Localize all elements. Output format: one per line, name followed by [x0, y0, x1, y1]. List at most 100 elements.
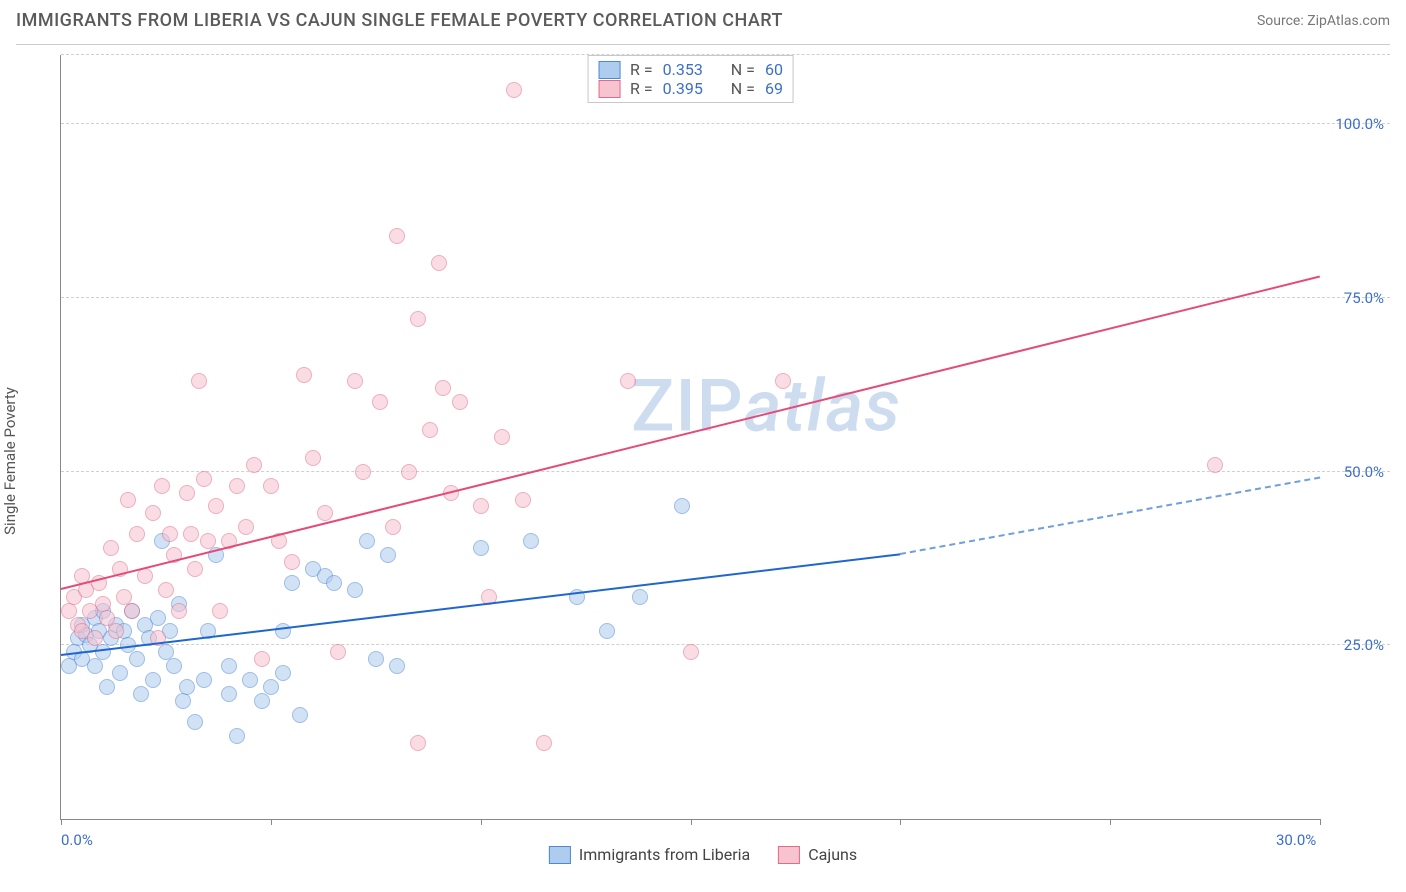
data-point-cajuns [124, 603, 140, 619]
r-label: R = [630, 60, 653, 79]
data-point-cajuns [536, 735, 552, 751]
data-point-cajuns [1207, 457, 1223, 473]
data-point-liberia [275, 665, 291, 681]
x-tick [1320, 819, 1321, 825]
data-point-cajuns [620, 373, 636, 389]
data-point-cajuns [162, 526, 178, 542]
y-tick-label: 50.0% [1344, 463, 1384, 481]
data-point-liberia [166, 658, 182, 674]
swatch-cajuns-icon [598, 80, 620, 98]
data-point-cajuns [238, 519, 254, 535]
y-axis-label: Single Female Poverty [1, 387, 19, 535]
data-point-cajuns [317, 505, 333, 521]
data-point-cajuns [208, 498, 224, 514]
data-point-cajuns [355, 464, 371, 480]
data-point-cajuns [410, 735, 426, 751]
data-point-liberia [292, 707, 308, 723]
data-point-cajuns [254, 651, 270, 667]
data-point-cajuns [284, 554, 300, 570]
data-point-cajuns [494, 429, 510, 445]
legend-item-liberia: Immigrants from Liberia [549, 845, 750, 864]
n-value-liberia: 60 [765, 60, 783, 79]
data-point-cajuns [108, 623, 124, 639]
n-label: N = [731, 79, 755, 98]
data-point-liberia [242, 672, 258, 688]
data-point-liberia [326, 575, 342, 591]
data-point-cajuns [775, 373, 791, 389]
page-title: IMMIGRANTS FROM LIBERIA VS CAJUN SINGLE … [16, 10, 783, 31]
legend-item-cajuns: Cajuns [778, 845, 857, 864]
data-point-liberia [129, 651, 145, 667]
y-tick-label: 75.0% [1344, 289, 1384, 307]
gridline [61, 644, 1390, 645]
data-point-liberia [284, 575, 300, 591]
data-point-cajuns [179, 485, 195, 501]
source-label: Source: [1257, 13, 1304, 29]
stats-legend: R = 0.353 N = 60 R = 0.395 N = 69 [587, 55, 794, 103]
x-tick [481, 819, 482, 825]
data-point-cajuns [389, 228, 405, 244]
data-point-liberia [254, 693, 270, 709]
data-point-cajuns [330, 644, 346, 660]
data-point-liberia [87, 658, 103, 674]
trend-line [900, 477, 1320, 555]
data-point-cajuns [305, 450, 321, 466]
bottom-legend: Immigrants from Liberia Cajuns [549, 845, 857, 864]
y-tick-label: 100.0% [1335, 115, 1384, 133]
data-point-liberia [599, 623, 615, 639]
x-tick [691, 819, 692, 825]
data-point-cajuns [129, 526, 145, 542]
data-point-liberia [229, 728, 245, 744]
data-point-liberia [187, 714, 203, 730]
source-name: ZipAtlas.com [1307, 13, 1390, 29]
data-point-liberia [99, 679, 115, 695]
legend-label-liberia: Immigrants from Liberia [579, 845, 750, 864]
x-tick-label: 30.0% [1276, 831, 1316, 849]
r-value-liberia: 0.353 [663, 60, 703, 79]
data-point-liberia [221, 658, 237, 674]
data-point-liberia [632, 589, 648, 605]
data-point-liberia [674, 498, 690, 514]
data-point-liberia [95, 644, 111, 660]
data-point-liberia [150, 610, 166, 626]
data-point-cajuns [683, 644, 699, 660]
r-value-cajuns: 0.395 [663, 79, 703, 98]
data-point-cajuns [87, 630, 103, 646]
data-point-cajuns [506, 82, 522, 98]
chart-container: Single Female Poverty ZIPatlas R = 0.353… [16, 44, 1390, 876]
data-point-liberia [179, 679, 195, 695]
x-tick [900, 819, 901, 825]
n-value-cajuns: 69 [765, 79, 783, 98]
data-point-cajuns [191, 373, 207, 389]
data-point-liberia [196, 672, 212, 688]
data-point-cajuns [200, 533, 216, 549]
y-tick-label: 25.0% [1344, 636, 1384, 654]
plot-area: ZIPatlas R = 0.353 N = 60 R = 0.395 N = … [60, 55, 1320, 820]
gridline [61, 471, 1390, 472]
data-point-cajuns [385, 519, 401, 535]
data-point-cajuns [103, 540, 119, 556]
x-tick-label: 0.0% [61, 831, 93, 849]
data-point-cajuns [246, 457, 262, 473]
x-tick [1110, 819, 1111, 825]
swatch-cajuns-icon [778, 846, 800, 864]
data-point-liberia [473, 540, 489, 556]
data-point-liberia [380, 547, 396, 563]
trend-line [61, 275, 1320, 589]
legend-label-cajuns: Cajuns [808, 845, 857, 864]
data-point-cajuns [410, 311, 426, 327]
data-point-cajuns [171, 603, 187, 619]
data-point-cajuns [196, 471, 212, 487]
data-point-cajuns [154, 478, 170, 494]
data-point-liberia [389, 658, 405, 674]
data-point-liberia [263, 679, 279, 695]
stats-row-cajuns: R = 0.395 N = 69 [598, 79, 783, 98]
data-point-cajuns [212, 603, 228, 619]
data-point-cajuns [120, 492, 136, 508]
data-point-liberia [145, 672, 161, 688]
data-point-liberia [221, 686, 237, 702]
data-point-cajuns [372, 394, 388, 410]
data-point-cajuns [422, 422, 438, 438]
data-point-liberia [133, 686, 149, 702]
data-point-cajuns [229, 478, 245, 494]
